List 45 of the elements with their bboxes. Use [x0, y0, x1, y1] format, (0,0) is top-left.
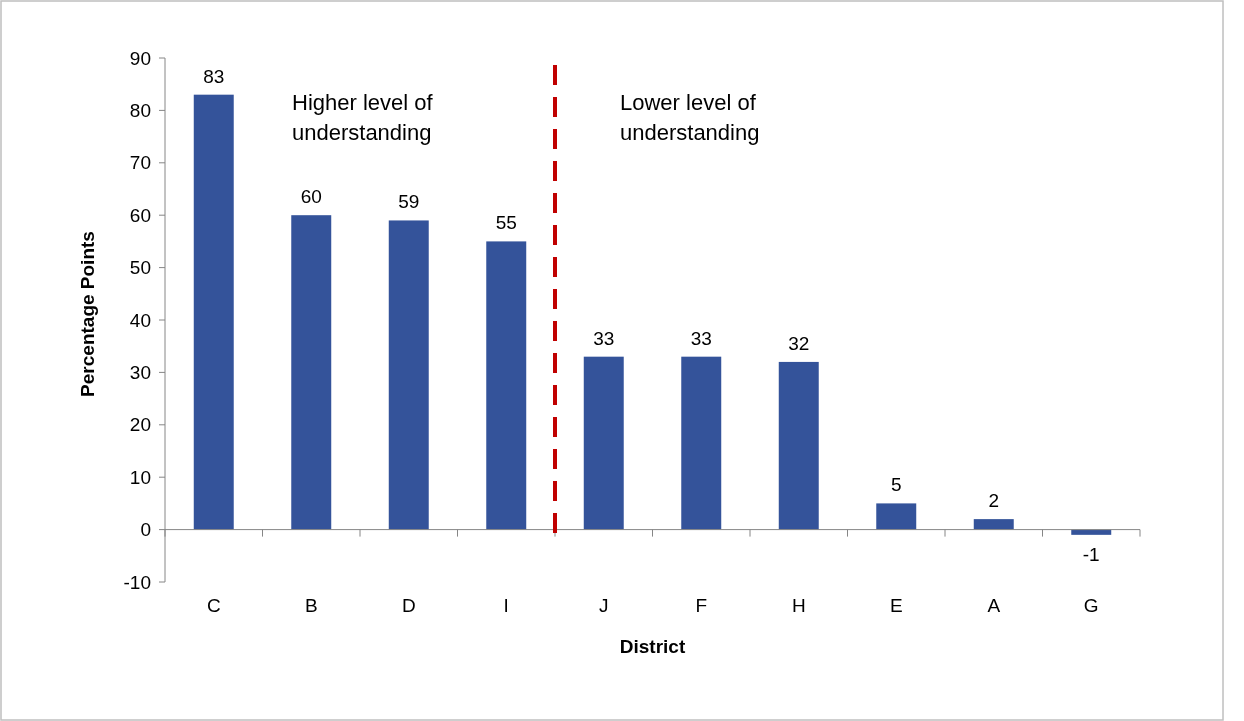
- bar: [583, 356, 624, 530]
- bar: [193, 94, 234, 530]
- bar: [778, 361, 819, 530]
- y-tick-label: 70: [129, 152, 151, 174]
- x-tick-label: D: [401, 595, 416, 616]
- x-tick-label: E: [889, 595, 903, 616]
- y-tick-label: 0: [140, 519, 151, 541]
- y-tick-label: 90: [129, 47, 151, 69]
- y-tick-label: 80: [129, 100, 151, 122]
- y-tick-label: 20: [129, 414, 151, 436]
- bar: [973, 519, 1014, 530]
- data-label: -1: [1082, 543, 1100, 565]
- data-label: 55: [495, 212, 517, 234]
- data-label: 33: [690, 327, 712, 349]
- data-label: 32: [788, 332, 810, 354]
- data-label: 60: [300, 186, 322, 208]
- y-axis-title: Percentage Points: [77, 231, 98, 397]
- annotation: Higher level of understanding: [292, 90, 434, 145]
- data-label: 5: [890, 474, 902, 496]
- y-tick-label: 30: [129, 362, 151, 384]
- x-tick-label: G: [1083, 595, 1099, 616]
- bar: [876, 503, 917, 530]
- x-tick-label: H: [791, 595, 806, 616]
- x-tick-label: J: [599, 595, 609, 616]
- x-tick-label: B: [304, 595, 318, 616]
- bar: [388, 220, 429, 530]
- bar: [1071, 529, 1112, 535]
- y-tick-label: -10: [123, 571, 151, 593]
- bar: [486, 241, 527, 530]
- bar: [681, 356, 722, 530]
- data-label: 2: [988, 490, 1000, 512]
- y-tick-label: 60: [129, 204, 151, 226]
- data-label: 59: [398, 191, 420, 213]
- bar: [291, 215, 332, 530]
- x-tick-label: F: [695, 595, 708, 616]
- annotation: Lower level of understanding: [620, 90, 760, 145]
- x-tick-label: C: [206, 595, 221, 616]
- x-tick-label: I: [503, 595, 509, 616]
- x-axis-title: District: [619, 636, 686, 657]
- y-tick-label: 40: [129, 309, 151, 331]
- y-tick-label: 50: [129, 257, 151, 279]
- x-tick-label: A: [987, 595, 1001, 616]
- data-label: 83: [203, 65, 225, 87]
- y-tick-label: 10: [129, 466, 151, 488]
- data-label: 33: [593, 327, 615, 349]
